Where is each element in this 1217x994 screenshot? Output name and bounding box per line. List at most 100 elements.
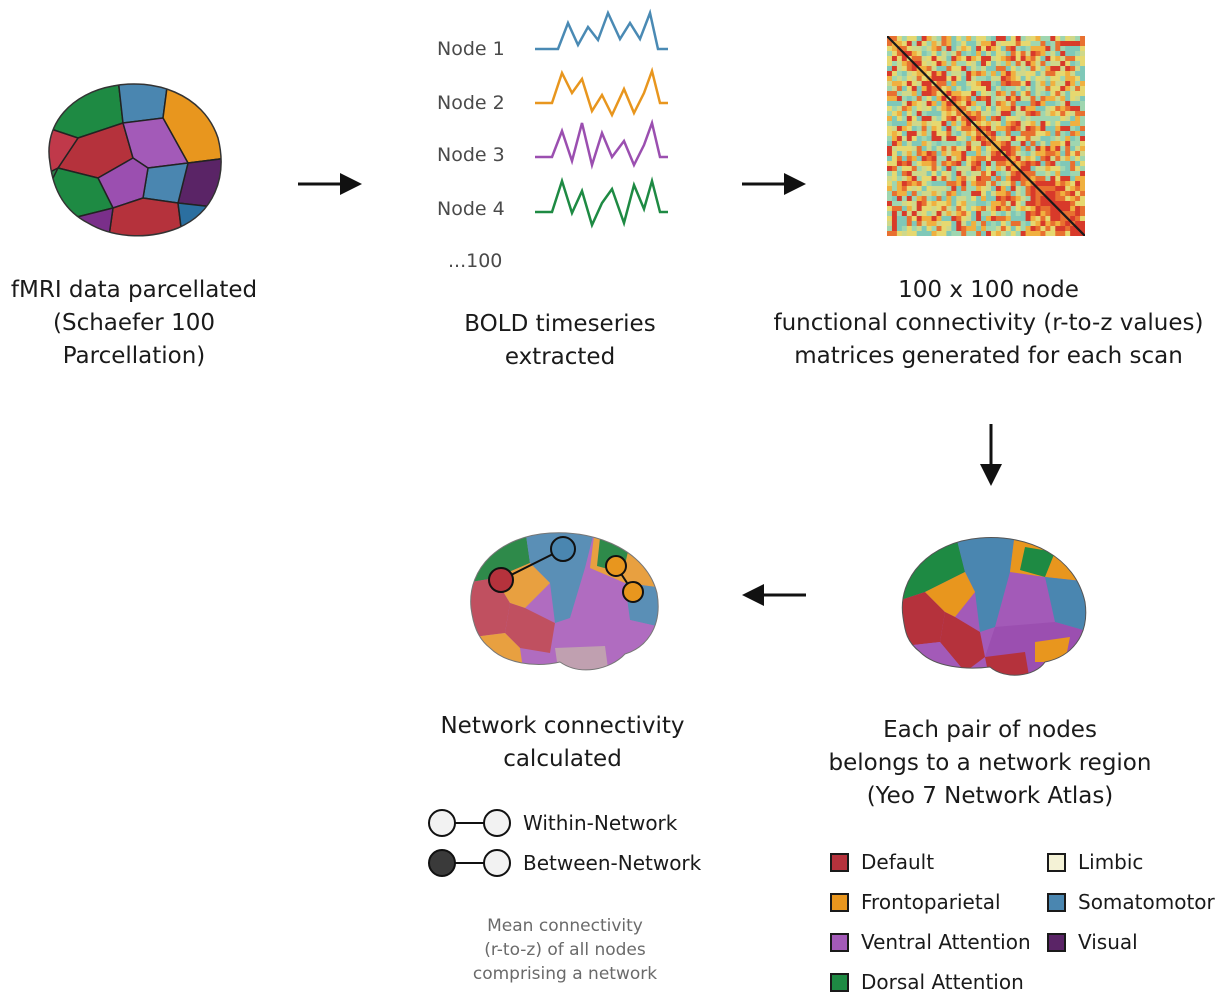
matrix-cell: [1050, 56, 1056, 62]
matrix-cell: [946, 196, 952, 202]
matrix-cell: [906, 151, 913, 157]
matrix-cell: [901, 131, 908, 137]
matrix-cell: [1045, 181, 1051, 187]
matrix-cell: [1075, 81, 1081, 87]
matrix-cell: [936, 221, 942, 227]
matrix-cell: [951, 41, 957, 47]
matrix-cell: [896, 191, 903, 197]
matrix-cell: [1010, 56, 1016, 62]
matrix-cell: [891, 206, 898, 212]
matrix-cell: [936, 126, 942, 132]
matrix-cell: [926, 131, 932, 137]
matrix-cell: [1065, 226, 1071, 232]
matrix-cell: [1020, 231, 1026, 236]
matrix-cell: [926, 231, 932, 236]
matrix-cell: [921, 176, 927, 182]
matrix-cell: [1045, 221, 1051, 227]
matrix-cell: [1020, 86, 1026, 92]
matrix-cell: [911, 161, 917, 167]
matrix-cell: [1035, 76, 1041, 82]
matrix-cell: [1050, 71, 1056, 77]
matrix-cell: [971, 51, 977, 57]
matrix-cell: [1000, 101, 1007, 107]
matrix-cell: [1060, 91, 1066, 97]
matrix-cell: [1065, 56, 1071, 62]
matrix-cell: [1055, 146, 1061, 152]
matrix-cell: [911, 116, 917, 122]
matrix-cell: [971, 191, 977, 197]
matrix-cell: [1065, 116, 1071, 122]
matrix-cell: [976, 61, 982, 67]
matrix-cell: [931, 116, 937, 122]
matrix-cell: [887, 161, 893, 167]
matrix-cell: [951, 201, 957, 207]
matrix-cell: [1040, 61, 1046, 67]
matrix-cell: [956, 111, 962, 117]
matrix-cell: [1000, 96, 1007, 102]
matrix-cell: [1015, 226, 1021, 232]
matrix-cell: [921, 186, 927, 192]
matrix-cell: [995, 226, 1002, 232]
matrix-cell: [1080, 96, 1085, 102]
matrix-cell: [1010, 86, 1016, 92]
caption-line: Parcellation): [62, 343, 206, 369]
matrix-cell: [906, 231, 913, 236]
matrix-cell: [1005, 86, 1012, 92]
matrix-cell: [1040, 126, 1046, 132]
matrix-cell: [1050, 111, 1056, 117]
matrix-cell: [931, 66, 937, 72]
matrix-cell: [956, 221, 962, 227]
matrix-cell: [891, 216, 898, 222]
matrix-cell: [1005, 41, 1012, 47]
matrix-cell: [1065, 71, 1071, 77]
matrix-cell: [971, 151, 977, 157]
matrix-cell: [946, 41, 952, 47]
matrix-cell: [1065, 161, 1071, 167]
matrix-cell: [896, 201, 903, 207]
matrix-cell: [1080, 181, 1085, 187]
matrix-cell: [941, 81, 947, 87]
matrix-cell: [1020, 186, 1026, 192]
matrix-cell: [1030, 176, 1036, 182]
matrix-cell: [1015, 181, 1021, 187]
matrix-cell: [1075, 221, 1081, 227]
matrix-cell: [1080, 131, 1085, 137]
matrix-cell: [891, 146, 898, 152]
matrix-cell: [1015, 101, 1021, 107]
matrix-cell: [1045, 186, 1051, 192]
matrix-cell: [946, 66, 952, 72]
matrix-cell: [990, 111, 997, 117]
matrix-cell: [1010, 136, 1016, 142]
matrix-cell: [995, 46, 1002, 52]
matrix-cell: [946, 161, 952, 167]
matrix-cell: [926, 86, 932, 92]
matrix-cell: [891, 151, 898, 157]
matrix-cell: [906, 191, 913, 197]
matrix-cell: [966, 41, 972, 47]
matrix-cell: [961, 151, 967, 157]
matrix-cell: [926, 36, 932, 42]
matrix-cell: [916, 86, 922, 92]
matrix-cell: [1030, 86, 1036, 92]
matrix-cell: [1020, 136, 1026, 142]
matrix-cell: [911, 211, 917, 217]
matrix-cell: [1030, 61, 1036, 67]
matrix-cell: [911, 41, 917, 47]
legend-dorsal-attention: Dorsal Attention: [830, 970, 1024, 994]
matrix-cell: [971, 61, 977, 67]
matrix-cell: [971, 81, 977, 87]
matrix-cell: [1010, 36, 1016, 42]
matrix-cell: [926, 196, 932, 202]
matrix-cell: [906, 131, 913, 137]
matrix-cell: [887, 146, 893, 152]
matrix-cell: [986, 176, 992, 182]
matrix-cell: [966, 91, 972, 97]
matrix-cell: [926, 51, 932, 57]
matrix-cell: [1045, 166, 1051, 172]
matrix-cell: [961, 96, 967, 102]
matrix-cell: [961, 41, 967, 47]
matrix-cell: [1000, 156, 1007, 162]
matrix-cell: [951, 126, 957, 132]
matrix-cell: [981, 86, 987, 92]
matrix-cell: [986, 121, 992, 127]
